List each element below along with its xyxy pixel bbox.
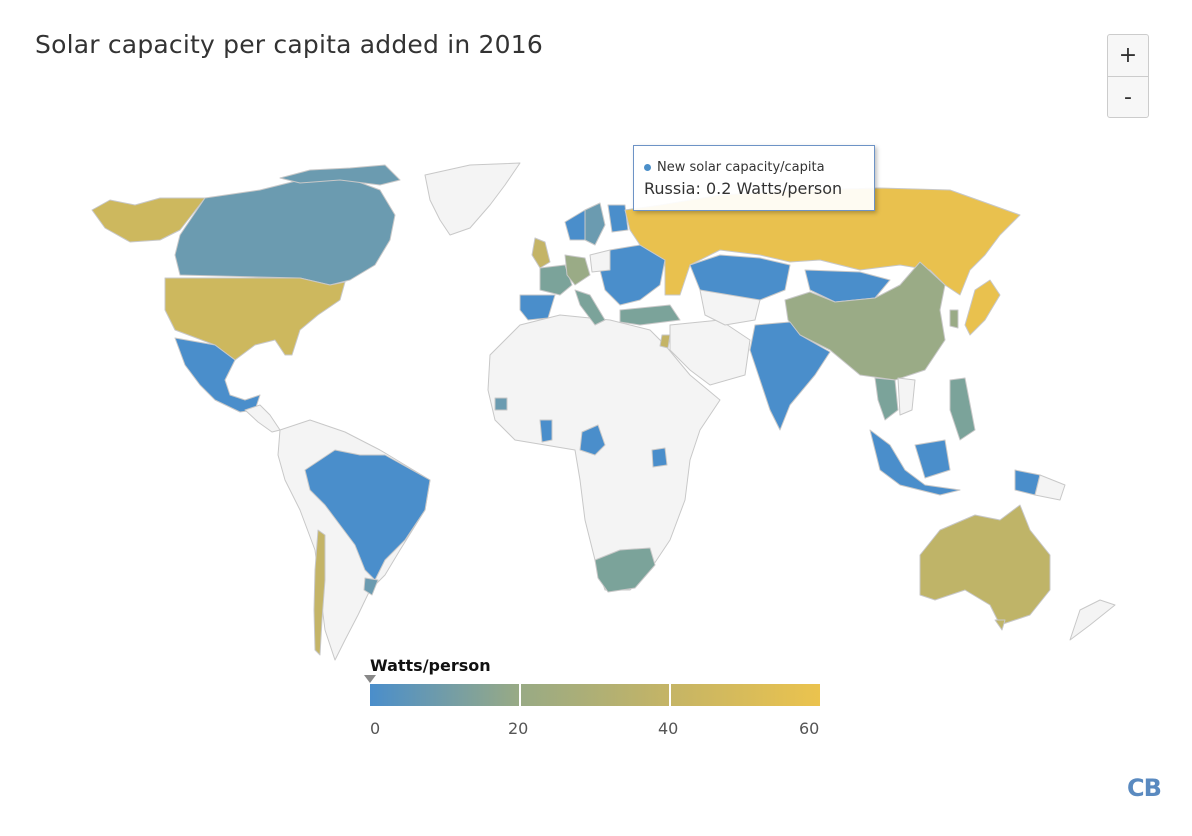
country-thailand[interactable] <box>874 377 899 421</box>
country-australia[interactable] <box>919 504 1051 626</box>
country-mexico[interactable] <box>174 337 261 413</box>
country-uruguay[interactable] <box>363 577 379 596</box>
country-alaska[interactable] <box>91 197 206 243</box>
legend-tick-label: 0 <box>370 719 381 738</box>
tooltip-value: Russia: 0.2 Watts/person <box>644 179 843 198</box>
country-spain[interactable] <box>519 294 556 321</box>
legend-gridline <box>669 684 671 706</box>
legend-tick-label: 60 <box>799 719 820 738</box>
country-south-africa[interactable] <box>594 547 656 593</box>
country-india[interactable] <box>749 321 831 431</box>
zoom-out-button[interactable]: - <box>1124 85 1132 110</box>
country-philippines[interactable] <box>949 377 976 441</box>
country-central-america[interactable] <box>244 404 281 433</box>
country-ghana[interactable] <box>539 419 553 443</box>
country-new-zealand[interactable] <box>1069 599 1116 641</box>
series-marker-icon <box>644 164 651 171</box>
country-canada[interactable] <box>174 174 396 286</box>
country-korea[interactable] <box>949 309 959 329</box>
country-poland[interactable] <box>589 249 611 273</box>
country-norway[interactable] <box>564 209 586 241</box>
country-canada-islands[interactable] <box>279 164 401 186</box>
color-scale-bar <box>370 684 820 706</box>
country-tooltip: New solar capacity/capita Russia: 0.2 Wa… <box>633 145 875 211</box>
country-brazil[interactable] <box>304 449 431 581</box>
country-sweden[interactable] <box>584 202 606 246</box>
country-uganda[interactable] <box>651 447 668 468</box>
country-africa[interactable] <box>487 314 721 591</box>
country-indonesia[interactable] <box>869 429 961 496</box>
country-tasmania[interactable] <box>994 619 1006 631</box>
country-cameroon[interactable] <box>579 424 606 456</box>
chart-title: Solar capacity per capita added in 2016 <box>35 30 543 59</box>
zoom-controls: + - <box>1107 34 1149 118</box>
country-finland[interactable] <box>607 204 629 233</box>
country-germany[interactable] <box>564 254 591 286</box>
legend-gridline <box>519 684 521 706</box>
country-greenland[interactable] <box>424 162 521 236</box>
country-jordan[interactable] <box>659 334 671 349</box>
country-turkey[interactable] <box>619 304 681 326</box>
tooltip-series-name: New solar capacity/capita <box>657 160 825 175</box>
country-png[interactable] <box>1034 474 1066 501</box>
country-france[interactable] <box>539 264 573 296</box>
country-senegal[interactable] <box>494 397 508 411</box>
country-united-states[interactable] <box>164 277 346 361</box>
legend-value-marker-icon <box>364 675 376 683</box>
country-chile[interactable] <box>313 529 326 656</box>
tooltip-series: New solar capacity/capita <box>644 160 864 175</box>
legend-tick-label: 20 <box>508 719 529 738</box>
country-china[interactable] <box>784 261 946 381</box>
country-japan[interactable] <box>964 279 1001 336</box>
country-vietnam[interactable] <box>897 377 916 416</box>
zoom-in-button[interactable]: + <box>1108 35 1148 77</box>
carbon-brief-logo: CB <box>1127 774 1162 802</box>
legend-title: Watts/person <box>370 656 491 675</box>
country-central-asia[interactable] <box>699 289 761 326</box>
country-united-kingdom[interactable] <box>531 237 551 269</box>
country-borneo[interactable] <box>914 439 951 479</box>
country-italy[interactable] <box>574 289 606 326</box>
legend-tick-label: 40 <box>658 719 679 738</box>
